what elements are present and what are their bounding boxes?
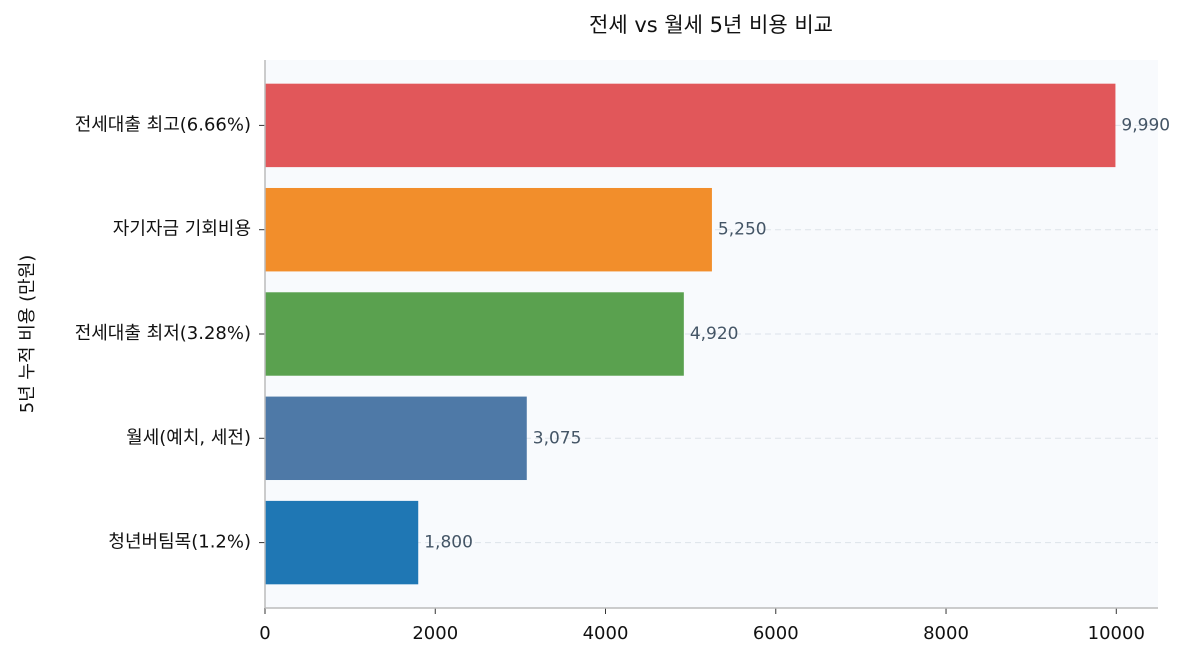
y-tick-label: 전세대출 최고(6.66%)	[75, 114, 251, 135]
bar	[265, 500, 419, 585]
bar	[265, 396, 527, 481]
bar	[265, 83, 1116, 168]
bar	[265, 292, 684, 376]
y-tick-label: 청년버팀목(1.2%)	[108, 532, 251, 553]
value-label: 1,800	[424, 533, 473, 553]
x-tick-label: 2000	[412, 623, 458, 644]
value-label: 3,075	[533, 428, 582, 448]
y-tick-label: 자기자금 기회비용	[113, 219, 251, 240]
x-tick-label: 0	[259, 623, 270, 644]
y-axis-label: 5년 누적 비용 (만원)	[17, 255, 38, 414]
value-label: 5,250	[718, 220, 767, 240]
chart-title: 전세 vs 월세 5년 비용 비교	[589, 13, 833, 37]
y-tick-label: 월세(예치, 세전)	[126, 427, 251, 448]
x-tick-label: 8000	[923, 623, 969, 644]
x-tick-label: 6000	[753, 623, 799, 644]
bar	[265, 187, 712, 272]
x-tick-label: 4000	[583, 623, 629, 644]
y-tick-label: 전세대출 최저(3.28%)	[75, 323, 251, 344]
value-label: 4,920	[690, 324, 739, 344]
value-label: 9,990	[1121, 115, 1170, 135]
x-tick-label: 10000	[1088, 623, 1145, 644]
